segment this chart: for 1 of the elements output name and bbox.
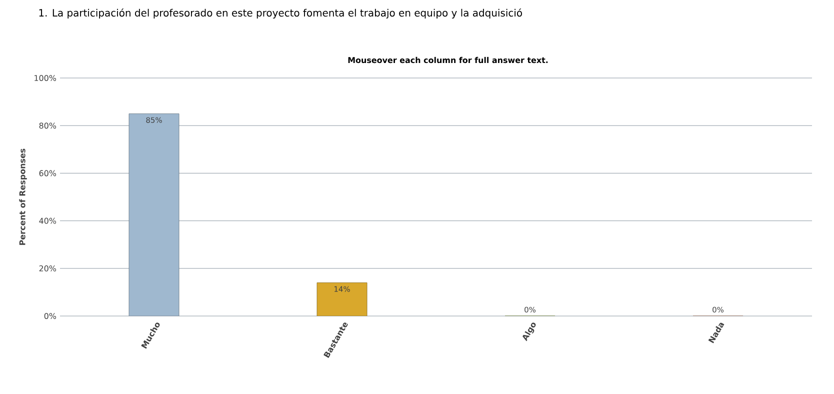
chart-title: 1. La participación del profesorado en este proyecto fomenta el trabajo en equipo y la adquisició <box>39 8 522 19</box>
